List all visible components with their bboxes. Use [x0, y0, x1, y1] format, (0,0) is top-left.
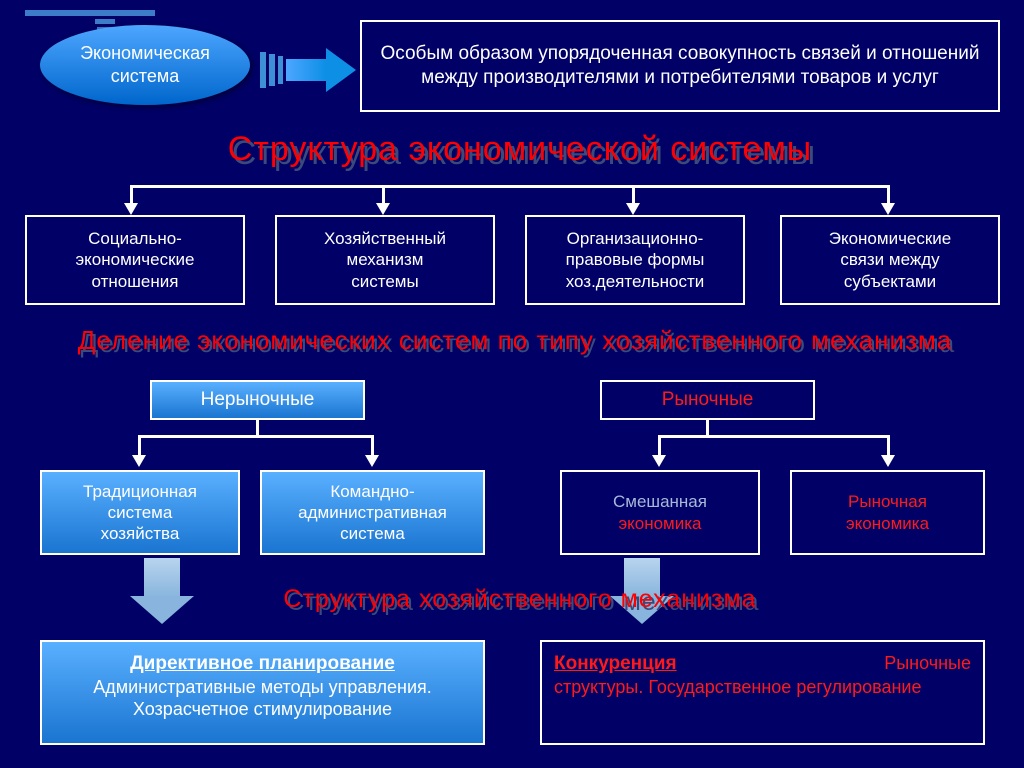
connector-h1	[130, 185, 890, 188]
catR-h	[658, 435, 890, 438]
arrowhead-3	[626, 203, 640, 215]
catR-ah2	[881, 455, 895, 467]
catR-vdown	[706, 420, 709, 435]
arrowhead-2	[376, 203, 390, 215]
bottom-right-text: структуры. Государственное регулирование	[554, 677, 921, 697]
category-nonmarket: Нерыночные	[150, 380, 365, 420]
catL-ah2	[365, 455, 379, 467]
arrowhead-1	[124, 203, 138, 215]
definition-box: Особым образом упорядоченная совокупност…	[360, 20, 1000, 112]
connector-v3	[632, 185, 635, 205]
catL-ah1	[132, 455, 146, 467]
arrow-to-definition	[260, 48, 355, 92]
bottom-left-title: Директивное планирование	[130, 653, 395, 674]
system-traditional: Традиционная система хозяйства	[40, 470, 240, 555]
bottom-right-after: Рыночные	[884, 652, 971, 675]
bottom-left-box: Директивное планирование Административны…	[40, 640, 485, 745]
title-division: Деление экономических систем по типу хоз…	[40, 325, 990, 356]
bottom-right-box: Конкуренция Рыночные структуры. Государс…	[540, 640, 985, 745]
catL-v2	[371, 435, 374, 457]
catL-v1	[138, 435, 141, 457]
system-mixed: Смешанная экономика	[560, 470, 760, 555]
structure-box-4: Экономические связи между субъектами	[780, 215, 1000, 305]
catR-ah1	[652, 455, 666, 467]
catL-vdown	[256, 420, 259, 435]
structure-box-1: Социально- экономические отношения	[25, 215, 245, 305]
catR-v2	[887, 435, 890, 457]
structure-box-3: Организационно- правовые формы хоз.деяте…	[525, 215, 745, 305]
bottom-right-title: Конкуренция	[554, 653, 677, 674]
connector-v2	[382, 185, 385, 205]
connector-v1	[130, 185, 133, 205]
definition-text: Особым образом упорядоченная совокупност…	[368, 42, 992, 90]
bottom-left-text: Административные методы управления. Хозр…	[93, 677, 432, 720]
category-market: Рыночные	[600, 380, 815, 420]
title-structure: Структура экономической системы Структур…	[150, 130, 890, 169]
title-mechanism: Структура хозяйственного механизма Струк…	[230, 585, 810, 614]
ellipse-line1: Экономическая	[80, 43, 210, 63]
connector-v4	[887, 185, 890, 205]
ellipse-line2: система	[111, 66, 180, 86]
arrowhead-4	[881, 203, 895, 215]
system-command: Командно- административная система	[260, 470, 485, 555]
structure-box-2: Хозяйственный механизм системы	[275, 215, 495, 305]
system-market: Рыночная экономика	[790, 470, 985, 555]
economic-system-ellipse: Экономическая система	[40, 25, 250, 105]
catR-v1	[658, 435, 661, 457]
catL-h	[138, 435, 374, 438]
